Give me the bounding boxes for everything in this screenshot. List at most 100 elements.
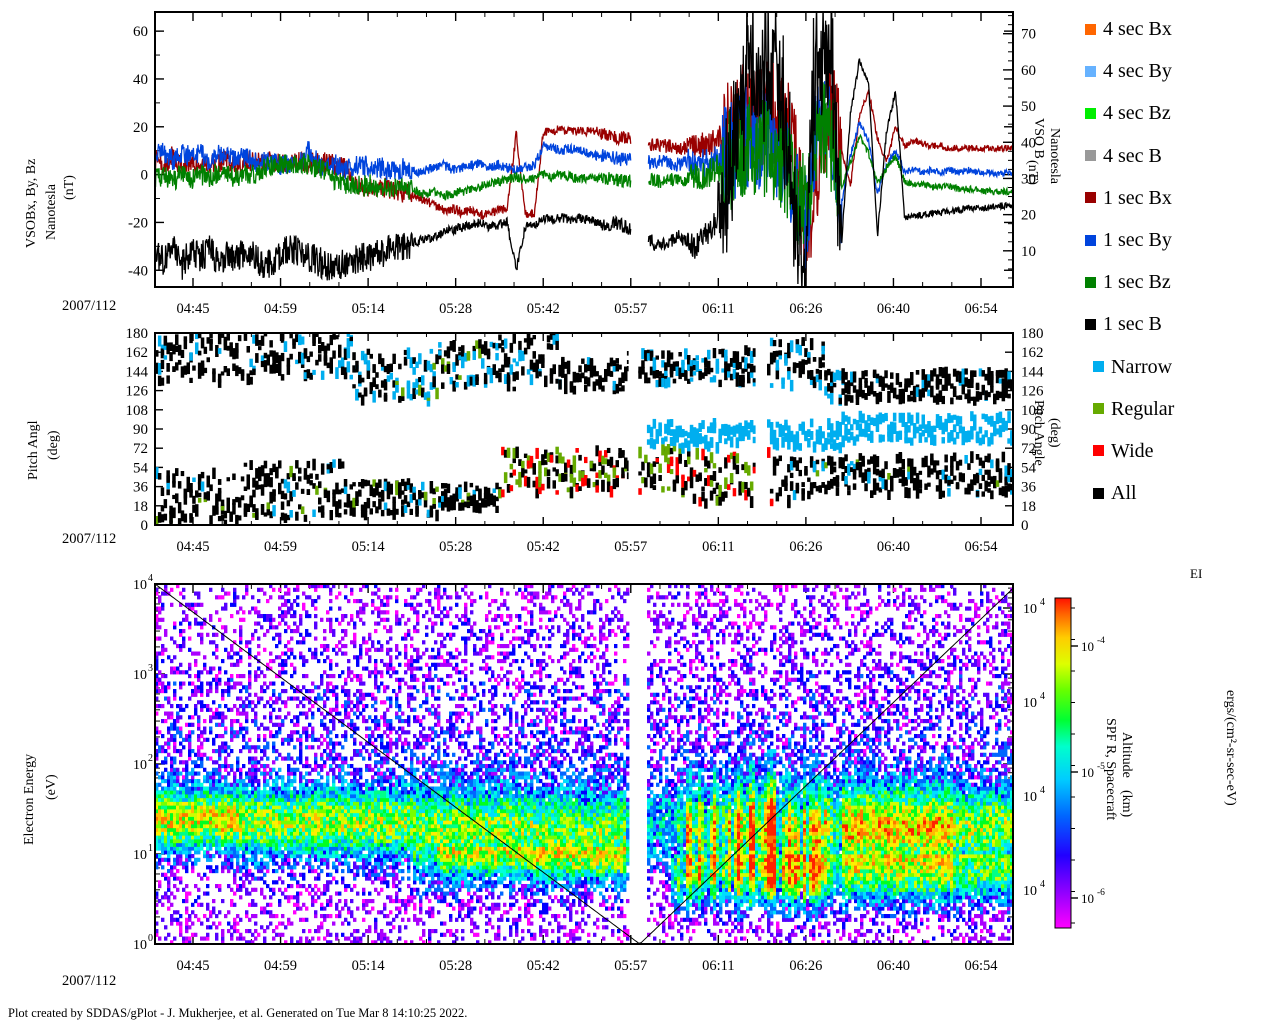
panel1-ylabel-right-2: Nanotesla (1047, 128, 1062, 184)
legend-swatch-icon (1085, 276, 1096, 288)
svg-text:05:28: 05:28 (439, 301, 472, 317)
legend-swatch-icon (1093, 361, 1104, 373)
svg-text:60: 60 (1021, 63, 1036, 79)
svg-text:05:42: 05:42 (527, 539, 560, 555)
svg-text:50: 50 (1021, 99, 1036, 115)
legend-item-label: 1 sec Bz (1103, 271, 1171, 294)
legend-item-1-sec-bx[interactable]: 1 sec Bx (1085, 177, 1275, 219)
panel1-ylabel-right: VSO B (1031, 118, 1046, 159)
svg-text:4: 4 (148, 573, 153, 584)
svg-text:10: 10 (133, 848, 147, 863)
panel3-ylabel-right: SPF R, Spacecraft (1103, 718, 1118, 821)
panel2-ylabel-right: Pitch Angle (1031, 400, 1046, 466)
svg-text:90: 90 (133, 422, 148, 438)
svg-text:04:59: 04:59 (264, 958, 297, 974)
electron-spectrogram-panel: 10 410 310 210 110 010 410 410 410 404:45 04:59 05:… (133, 573, 1105, 974)
legend-item-4-sec-b[interactable]: 4 sec B (1085, 135, 1275, 177)
legend-item-4-sec-bx[interactable]: 4 sec Bx (1085, 8, 1275, 50)
svg-text:3: 3 (148, 663, 153, 674)
magnetic-field-panel: 60 40 20 0 -20 -40 70 60 50 40 30 20 10 04:45 04:59 05:… (128, 11, 1036, 317)
svg-text:-20: -20 (128, 215, 148, 231)
svg-text:18: 18 (1021, 499, 1036, 515)
svg-text:10: 10 (133, 758, 147, 773)
svg-text:05:14: 05:14 (352, 958, 386, 974)
svg-text:05:42: 05:42 (527, 301, 560, 317)
svg-text:180: 180 (1021, 326, 1044, 342)
legend-item-label: Regular (1111, 397, 1175, 420)
svg-text:126: 126 (126, 384, 149, 400)
legend-item-label: 4 sec Bz (1103, 102, 1171, 125)
svg-text:06:40: 06:40 (877, 958, 910, 974)
svg-text:40: 40 (1021, 135, 1036, 151)
svg-text:20: 20 (133, 120, 148, 136)
svg-text:05:14: 05:14 (352, 539, 386, 555)
legend-swatch-icon (1093, 403, 1104, 415)
panel1-date-label: 2007/112 (62, 298, 117, 314)
svg-text:06:11: 06:11 (702, 958, 735, 974)
legend-item-regular[interactable]: Regular (1085, 388, 1275, 430)
svg-text:05:57: 05:57 (614, 301, 647, 317)
svg-text:40: 40 (133, 72, 148, 88)
panel3-axis-ticks: 10 410 310 210 110 010 410 410 410 404:45 04:59 05:… (133, 573, 1045, 974)
legend-item-4-sec-by[interactable]: 4 sec By (1085, 50, 1275, 92)
panel2-ylabel-left: Pitch Angl (26, 420, 41, 480)
svg-text:06:26: 06:26 (789, 958, 822, 974)
legend-item-1-sec-by[interactable]: 1 sec By (1085, 219, 1275, 261)
svg-text:162: 162 (126, 345, 149, 361)
svg-text:162: 162 (1021, 345, 1044, 361)
legend-item-wide[interactable]: Wide (1085, 430, 1275, 472)
svg-text:20: 20 (1021, 208, 1036, 224)
svg-text:05:42: 05:42 (527, 958, 560, 974)
panel3-ylabel-left: Electron Energy (22, 753, 37, 845)
panel2-ylabel-left-2: (deg) (46, 430, 61, 460)
svg-text:72: 72 (133, 441, 148, 457)
legend-swatch-icon (1085, 234, 1096, 246)
svg-text:10: 10 (133, 578, 147, 593)
legend-item-all[interactable]: All (1085, 472, 1275, 514)
svg-text:06:11: 06:11 (702, 301, 735, 317)
colorbar-units: ergs/(cm²-sr-sec-eV) (1223, 690, 1238, 806)
svg-text:54: 54 (1021, 460, 1037, 476)
svg-text:05:28: 05:28 (439, 958, 472, 974)
svg-text:10: 10 (1023, 696, 1037, 711)
legend-item-label: 4 sec B (1103, 144, 1162, 167)
panel3-ylabel-left-2: (eV) (44, 774, 59, 800)
panel3-frame (154, 583, 1014, 945)
legend-swatch-icon (1085, 65, 1096, 77)
panel2-blocks (155, 333, 1013, 525)
legend-item-1-sec-b[interactable]: 1 sec B (1085, 303, 1275, 345)
svg-text:06:54: 06:54 (964, 539, 998, 555)
colorbar-gradient (1054, 597, 1072, 929)
svg-text:108: 108 (126, 403, 149, 419)
legend-item-label: 1 sec By (1103, 229, 1172, 252)
svg-text:144: 144 (1021, 364, 1044, 380)
footer-credit: Plot created by SDDAS/gPlot - J. Mukherj… (8, 1006, 468, 1020)
panel3-ylabel-right-3: (km) (1119, 790, 1134, 818)
svg-text:10: 10 (1023, 602, 1037, 617)
legend-swatch-icon (1085, 192, 1096, 204)
svg-text:180: 180 (126, 326, 149, 342)
svg-text:36: 36 (1021, 480, 1037, 496)
svg-text:126: 126 (1021, 384, 1044, 400)
svg-text:10: 10 (1023, 884, 1037, 899)
panel3-heatmap (155, 584, 1013, 944)
panel3-date-label: 2007/112 (62, 973, 117, 989)
panel1-ylabel-left: VSOBx, By, Bz (24, 158, 39, 248)
svg-text:10: 10 (1021, 244, 1036, 260)
svg-text:04:45: 04:45 (176, 301, 209, 317)
legend: 4 sec Bx 4 sec By 4 sec Bz 4 sec B 1 sec Bx 1… (1085, 8, 1275, 514)
legend-item-narrow[interactable]: Narrow (1085, 346, 1275, 388)
svg-text:10: 10 (1023, 790, 1037, 805)
svg-text:54: 54 (133, 460, 149, 476)
legend-swatch-icon (1093, 487, 1104, 499)
legend-item-4-sec-bz[interactable]: 4 sec Bz (1085, 92, 1275, 134)
svg-text:4: 4 (1040, 879, 1045, 890)
legend-swatch-icon (1093, 445, 1104, 457)
legend-item-1-sec-bz[interactable]: 1 sec Bz (1085, 261, 1275, 303)
svg-text:0: 0 (141, 518, 149, 534)
svg-text:0: 0 (1021, 518, 1029, 534)
svg-text:4: 4 (1040, 597, 1045, 608)
svg-text:60: 60 (133, 24, 148, 40)
svg-text:05:28: 05:28 (439, 539, 472, 555)
